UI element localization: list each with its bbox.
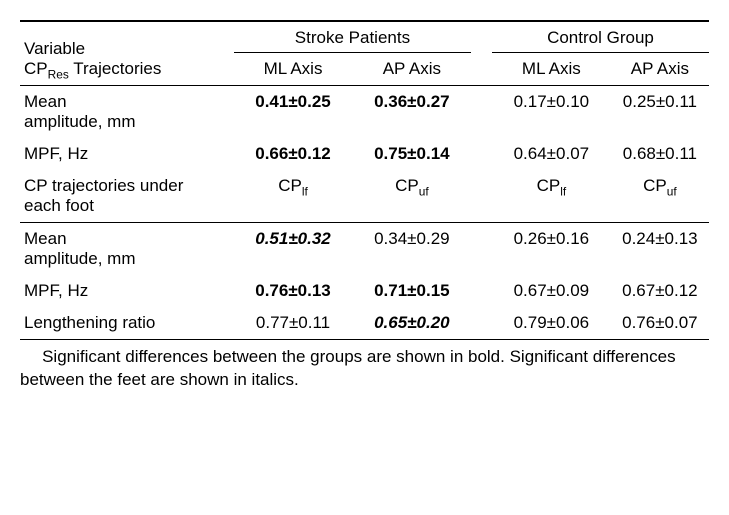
cell: 0.64±0.07	[492, 138, 611, 170]
cell: 0.75±0.14	[352, 138, 471, 170]
value: 0.79±0.06	[514, 313, 590, 332]
col-ml-2: ML Axis	[492, 53, 611, 86]
cell: 0.71±0.15	[352, 275, 471, 307]
row-label: Mean amplitude, mm	[20, 86, 234, 139]
variable-line1: Variable	[24, 39, 85, 58]
cp-prefix: CP	[395, 176, 419, 195]
cell: 0.76±0.07	[611, 307, 709, 340]
cell: 0.67±0.12	[611, 275, 709, 307]
value: 0.24±0.13	[622, 229, 698, 248]
cp-prefix: CP	[643, 176, 667, 195]
value: 0.51±0.32	[255, 229, 331, 248]
cell: 0.77±0.11	[234, 307, 353, 340]
spacer	[471, 275, 492, 307]
data-table: Variable CPRes Trajectories Stroke Patie…	[20, 20, 709, 392]
cell: 0.26±0.16	[492, 223, 611, 276]
table-row: MPF, Hz 0.66±0.12 0.75±0.14 0.64±0.07 0.…	[20, 138, 709, 170]
variable-line2-sub: Res	[48, 67, 69, 81]
spacer	[471, 170, 492, 223]
cp-prefix: CP	[537, 176, 561, 195]
variable-header: Variable CPRes Trajectories	[20, 21, 234, 86]
spacer	[471, 53, 492, 86]
cp-sub: lf	[302, 184, 308, 198]
col-ap-1: AP Axis	[352, 53, 471, 86]
row-label: MPF, Hz	[20, 138, 234, 170]
value: 0.68±0.11	[623, 144, 697, 163]
value: 0.36±0.27	[374, 92, 450, 111]
value: 0.34±0.29	[374, 229, 450, 248]
value: 0.41±0.25	[255, 92, 331, 111]
cell: 0.34±0.29	[352, 223, 471, 276]
table-row: Lengthening ratio 0.77±0.11 0.65±0.20 0.…	[20, 307, 709, 340]
cell: 0.17±0.10	[492, 86, 611, 139]
group1-header: Stroke Patients	[234, 21, 472, 53]
row-label: Mean amplitude, mm	[20, 223, 234, 276]
cell: 0.51±0.32	[234, 223, 353, 276]
spacer	[471, 223, 492, 276]
value: 0.66±0.12	[255, 144, 331, 163]
value: 0.67±0.12	[622, 281, 698, 300]
table-row: Mean amplitude, mm 0.51±0.32 0.34±0.29 0…	[20, 223, 709, 276]
label-l2: amplitude, mm	[24, 249, 135, 268]
spacer	[471, 138, 492, 170]
group2-header: Control Group	[492, 21, 709, 53]
cell: 0.25±0.11	[611, 86, 709, 139]
label-l1: Mean	[24, 229, 67, 248]
cell: 0.68±0.11	[611, 138, 709, 170]
table: Variable CPRes Trajectories Stroke Patie…	[20, 20, 709, 340]
cell: CPlf	[492, 170, 611, 223]
label-l1: CP trajectories under	[24, 176, 183, 195]
value: 0.77±0.11	[256, 313, 330, 332]
cell: 0.36±0.27	[352, 86, 471, 139]
cell: CPuf	[611, 170, 709, 223]
cell: 0.76±0.13	[234, 275, 353, 307]
row-label: CP trajectories under each foot	[20, 170, 234, 223]
value: 0.76±0.07	[622, 313, 698, 332]
label-l2: each foot	[24, 196, 94, 215]
table-row: Mean amplitude, mm 0.41±0.25 0.36±0.27 0…	[20, 86, 709, 139]
label-l2: amplitude, mm	[24, 112, 135, 131]
cell: 0.79±0.06	[492, 307, 611, 340]
value: 0.64±0.07	[514, 144, 590, 163]
cell: 0.24±0.13	[611, 223, 709, 276]
cell: 0.65±0.20	[352, 307, 471, 340]
cp-sub: lf	[560, 184, 566, 198]
cell: 0.66±0.12	[234, 138, 353, 170]
spacer	[471, 86, 492, 139]
cp-sub: uf	[419, 184, 429, 198]
table-row: MPF, Hz 0.76±0.13 0.71±0.15 0.67±0.09 0.…	[20, 275, 709, 307]
value: 0.76±0.13	[255, 281, 331, 300]
table-row: CP trajectories under each foot CPlf CPu…	[20, 170, 709, 223]
value: 0.75±0.14	[374, 144, 450, 163]
footnote: Significant differences between the grou…	[20, 346, 709, 392]
value: 0.25±0.11	[623, 92, 697, 111]
cell: CPlf	[234, 170, 353, 223]
cell: 0.67±0.09	[492, 275, 611, 307]
col-ml-1: ML Axis	[234, 53, 353, 86]
variable-line2-prefix: CP	[24, 59, 48, 78]
variable-line2-suffix: Trajectories	[69, 59, 162, 78]
spacer	[471, 307, 492, 340]
value: 0.65±0.20	[374, 313, 450, 332]
cp-sub: uf	[667, 184, 677, 198]
cp-prefix: CP	[278, 176, 302, 195]
value: 0.71±0.15	[374, 281, 450, 300]
cell: CPuf	[352, 170, 471, 223]
value: 0.26±0.16	[514, 229, 590, 248]
value: 0.17±0.10	[514, 92, 590, 111]
value: 0.67±0.09	[514, 281, 590, 300]
row-label: MPF, Hz	[20, 275, 234, 307]
header-row-1: Variable CPRes Trajectories Stroke Patie…	[20, 21, 709, 53]
row-label: Lengthening ratio	[20, 307, 234, 340]
label-l1: Mean	[24, 92, 67, 111]
spacer	[471, 21, 492, 53]
bottom-rule	[20, 340, 709, 341]
col-ap-2: AP Axis	[611, 53, 709, 86]
cell: 0.41±0.25	[234, 86, 353, 139]
